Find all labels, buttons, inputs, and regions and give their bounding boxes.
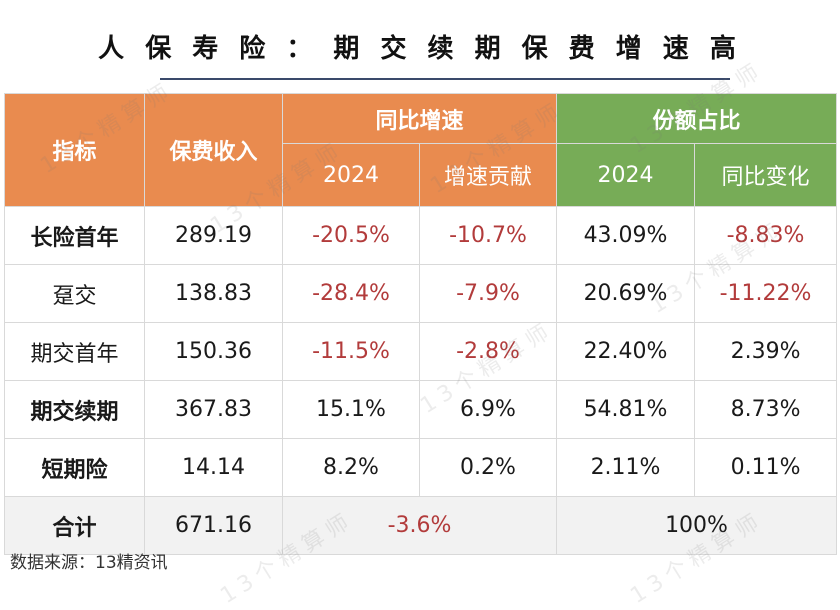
contribution-cell: 0.2%: [418, 438, 558, 497]
premium-cell: 150.36: [144, 322, 283, 381]
growth-cell: -11.5%: [282, 322, 420, 381]
change-cell: 2.39%: [694, 322, 838, 381]
header-indicator: 指标: [4, 93, 145, 207]
table-row: 期交续期 367.83 15.1% 6.9% 54.81% 8.73%: [4, 380, 838, 439]
total-share: 100%: [556, 496, 838, 555]
growth-cell: 8.2%: [282, 438, 420, 497]
premium-table: 指标 保费收入 同比增速 份额占比 2024 增速贡献 2024 同比变化 长险…: [4, 93, 838, 555]
contribution-cell: -10.7%: [418, 206, 558, 265]
share-cell: 43.09%: [556, 206, 696, 265]
header-growth-2024: 2024: [282, 143, 420, 207]
header-share-change: 同比变化: [694, 143, 838, 207]
header-growth-contribution: 增速贡献: [418, 143, 558, 207]
total-premium: 671.16: [144, 496, 283, 555]
share-cell: 20.69%: [556, 264, 696, 323]
premium-cell: 367.83: [144, 380, 283, 439]
contribution-cell: 6.9%: [418, 380, 558, 439]
share-cell: 2.11%: [556, 438, 696, 497]
table-row: 长险首年 289.19 -20.5% -10.7% 43.09% -8.83%: [4, 206, 838, 265]
page-title: 人 保 寿 险 ： 期 交 续 期 保 费 增 速 高: [98, 34, 742, 64]
table-row: 短期险 14.14 8.2% 0.2% 2.11% 0.11%: [4, 438, 838, 497]
header-share-2024: 2024: [556, 143, 696, 207]
row-label: 短期险: [4, 438, 145, 497]
change-cell: -8.83%: [694, 206, 838, 265]
row-label: 期交续期: [4, 380, 145, 439]
share-cell: 22.40%: [556, 322, 696, 381]
growth-cell: -28.4%: [282, 264, 420, 323]
change-cell: -11.22%: [694, 264, 838, 323]
premium-cell: 138.83: [144, 264, 283, 323]
header-share: 份额占比: [556, 93, 838, 144]
data-source-note: 数据来源：13精资讯: [10, 553, 168, 573]
row-label: 趸交: [4, 264, 145, 323]
premium-cell: 289.19: [144, 206, 283, 265]
total-row: 合计 671.16 -3.6% 100%: [4, 496, 838, 555]
share-cell: 54.81%: [556, 380, 696, 439]
contribution-cell: -2.8%: [418, 322, 558, 381]
title-underline: [160, 78, 730, 80]
growth-cell: 15.1%: [282, 380, 420, 439]
total-label: 合计: [4, 496, 145, 555]
premium-cell: 14.14: [144, 438, 283, 497]
change-cell: 8.73%: [694, 380, 838, 439]
header-premium: 保费收入: [144, 93, 283, 207]
table-row: 趸交 138.83 -28.4% -7.9% 20.69% -11.22%: [4, 264, 838, 323]
row-label: 期交首年: [4, 322, 145, 381]
table-row: 期交首年 150.36 -11.5% -2.8% 22.40% 2.39%: [4, 322, 838, 381]
header-yoy-growth: 同比增速: [281, 93, 558, 144]
contribution-cell: -7.9%: [418, 264, 558, 323]
row-label: 长险首年: [4, 206, 145, 265]
total-growth: -3.6%: [281, 496, 558, 555]
change-cell: 0.11%: [694, 438, 838, 497]
growth-cell: -20.5%: [282, 206, 420, 265]
